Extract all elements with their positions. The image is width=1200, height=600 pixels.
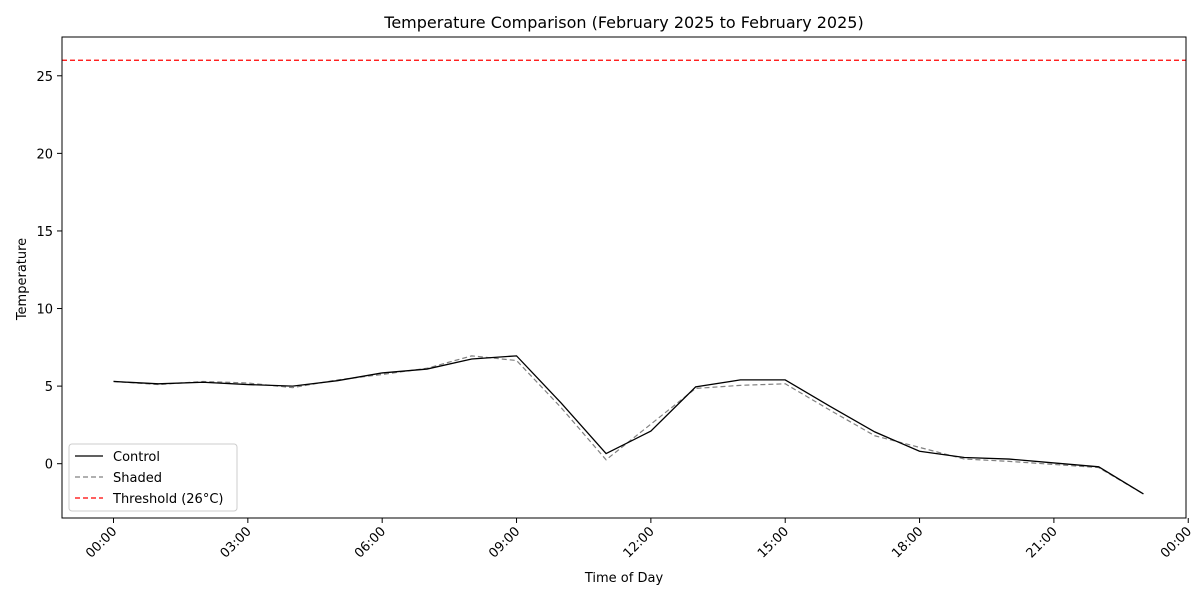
x-tick-label: 18:00 [889,524,926,561]
y-axis-label: Temperature [15,238,30,321]
x-tick-label: 00:00 [1158,524,1195,561]
legend: Control Shaded Threshold (26°C) [68,443,238,512]
series-line-shaded [113,355,1144,495]
y-tick-label: 5 [45,380,53,395]
x-tick-label: 21:00 [1024,524,1061,561]
x-tick-label: 00:00 [83,524,120,561]
legend-label-shaded: Shaded [113,471,162,486]
plot-frame [61,36,1187,519]
x-axis-label: Time of Day [584,571,664,586]
legend-label-control: Control [113,450,160,465]
y-tick-label: 0 [45,458,53,473]
y-tick-label: 10 [36,303,53,318]
x-tick-label: 03:00 [218,524,255,561]
x-tick-label: 12:00 [621,524,658,561]
series-line-control [113,355,1144,495]
y-tick-label: 20 [36,147,53,162]
legend-box [68,443,238,512]
chart-title: Temperature Comparison (February 2025 to… [383,13,863,32]
legend-label-threshold: Threshold (26°C) [112,492,223,507]
x-tick-label: 15:00 [755,524,792,561]
x-tick-label: 06:00 [352,524,389,561]
plot-area [62,59,1186,495]
x-tick-label: 09:00 [486,524,523,561]
y-tick-label: 15 [36,225,53,240]
y-tick-label: 25 [36,70,53,85]
